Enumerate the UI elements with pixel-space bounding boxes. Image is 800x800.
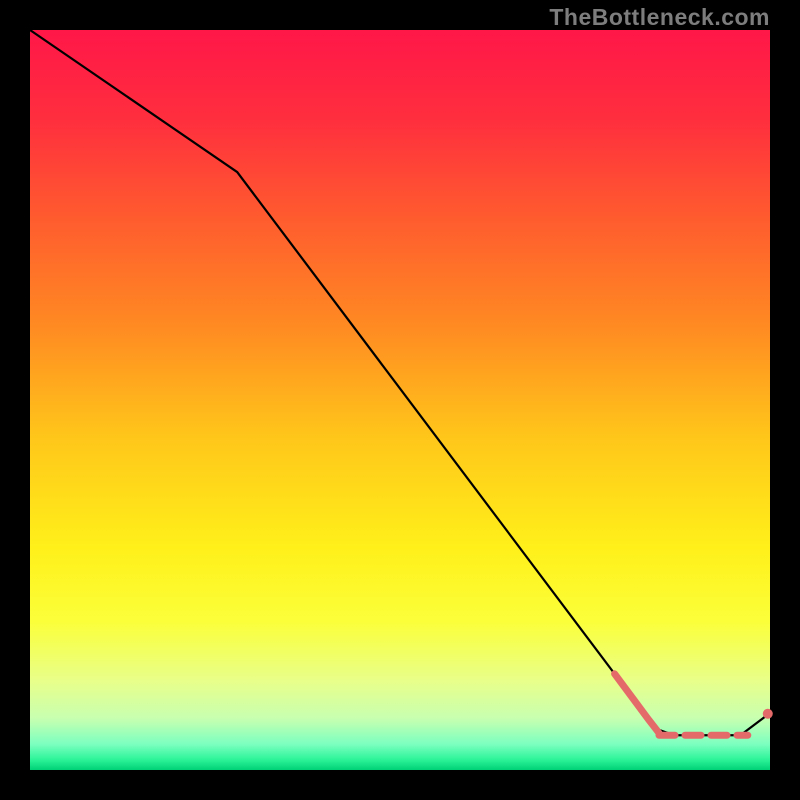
plot-gradient-background xyxy=(30,30,770,770)
chart-stage: TheBottleneck.com xyxy=(0,0,800,800)
watermark-text: TheBottleneck.com xyxy=(549,4,770,31)
